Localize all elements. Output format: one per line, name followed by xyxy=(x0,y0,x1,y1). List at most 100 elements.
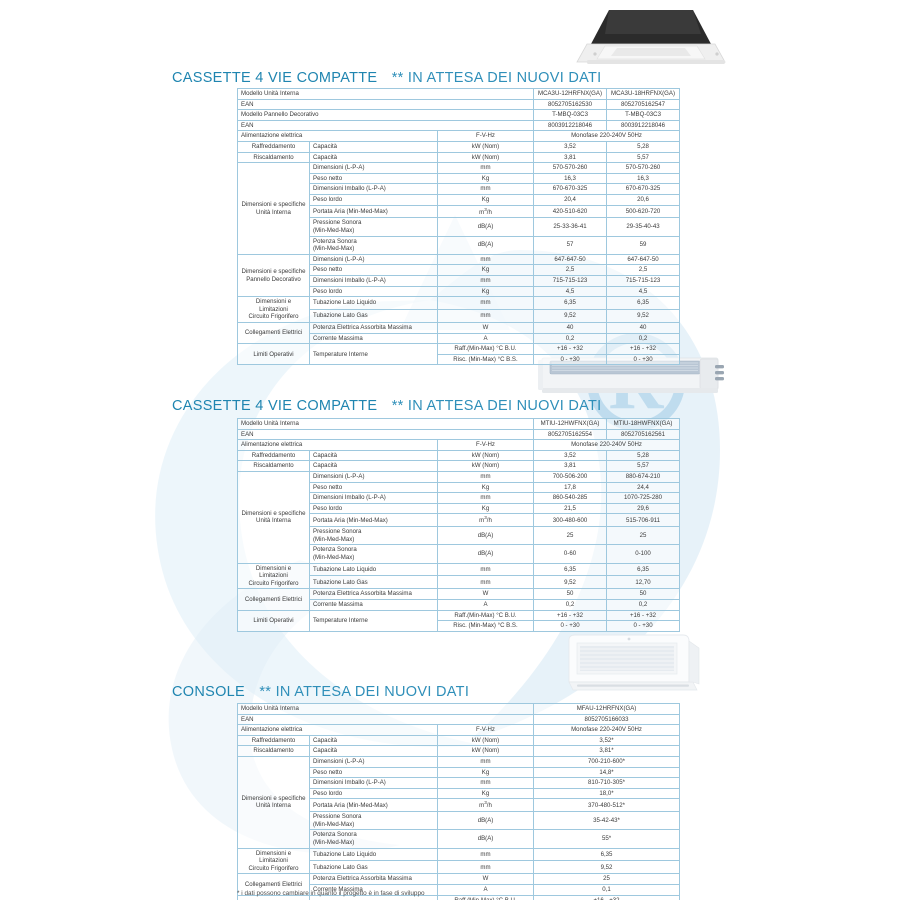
row-label: Capacità xyxy=(309,141,438,153)
row-value: 14,8* xyxy=(533,766,681,779)
table-row: Peso lordo Kg 20,4 20,6 xyxy=(238,194,681,206)
table-row: EAN 8052705162530 8052705162547 xyxy=(236,98,681,111)
row-value-18: 6,35 xyxy=(606,296,681,311)
row-value-12: 4,5 xyxy=(533,285,608,298)
row-label: Pressione Sonora (Min-Med-Max) xyxy=(309,217,438,237)
row-label: Tubazione Lato Liquido xyxy=(309,296,438,311)
row-unit: dB(A) xyxy=(436,235,535,255)
row-label: Modello Unità Interna xyxy=(236,418,535,430)
row-label: Alimentazione elettrica xyxy=(237,130,438,143)
row-label: Potenza Sonora (Min-Med-Max) xyxy=(309,829,438,849)
row-value-12: 20,4 xyxy=(533,194,608,206)
row-label: Alimentazione elettrica xyxy=(237,724,438,736)
row-unit: mm xyxy=(436,296,535,311)
row-value: MFAU-12HRFNX(GA) xyxy=(533,703,681,715)
row-label: Dimensioni (L-P-A) xyxy=(309,162,438,174)
ceiling-cassette-unit-image xyxy=(576,10,726,64)
row-group: Riscaldamento xyxy=(237,745,310,758)
row-value-12: 670-670-325 xyxy=(533,183,608,196)
row-value-12: 6,35 xyxy=(533,562,608,577)
row-label: Alimentazione elettrica xyxy=(237,439,438,451)
row-unit: mm xyxy=(436,756,535,768)
row-label: Tubazione Lato Gas xyxy=(309,575,438,590)
row-unit: mm xyxy=(436,162,535,174)
row-label: Peso netto xyxy=(309,766,438,779)
table-row: Limiti Operativi Temperature Interne Raf… xyxy=(237,609,681,632)
row-unit: mm xyxy=(436,777,535,789)
row-label: Peso netto xyxy=(309,481,438,494)
row-value-12: 9,52 xyxy=(533,575,608,590)
row-value-12: +16 - +32 xyxy=(533,609,608,622)
row-unit: mm xyxy=(436,471,535,483)
table-row: Raffreddamento Capacità kW (Nom) 3,52 5,… xyxy=(237,449,681,462)
row-label: Modello Unità Interna xyxy=(236,703,535,715)
table-row: Potenza Sonora (Min-Med-Max) dB(A) 55* xyxy=(238,829,681,849)
row-unit: Risc. (Min-Max) °C B.S. xyxy=(436,620,535,632)
row-unit: Raff.(Min-Max) °C B.U. xyxy=(436,609,535,622)
row-group-unita-interna: Dimensioni e specifiche Unità Interna xyxy=(237,471,310,564)
row-unit: Raff.(Min-Max) °C B.U. xyxy=(436,343,535,355)
row-unit: dB(A) xyxy=(436,544,535,564)
row-value: 9,52 xyxy=(533,860,681,875)
row-value-12: MCA3U-12HRFNX(GA) xyxy=(533,88,608,100)
row-label: Dimensioni (L-P-A) xyxy=(309,471,438,483)
row-value-12: 25 xyxy=(533,526,608,546)
row-value-18: 40 xyxy=(606,322,681,334)
row-label: Potenza Sonora (Min-Med-Max) xyxy=(309,544,438,564)
table-row: Modello Unità Interna MTIU-12HWFNX(GA) M… xyxy=(236,418,681,430)
row-label: Portata Aria (Min-Med-Max) xyxy=(309,513,438,528)
row-unit: W xyxy=(436,588,535,600)
row-value-18: 12,70 xyxy=(606,575,681,590)
row-unit: dB(A) xyxy=(436,526,535,546)
table-row: Collegamenti Elettrici Potenza Elettrica… xyxy=(237,873,681,896)
row-value-18: 5,28 xyxy=(606,141,681,153)
row-unit: Kg xyxy=(436,285,535,298)
row-value-12: 647-647-50 xyxy=(533,253,608,266)
row-unit: F-V-Hz xyxy=(436,130,535,143)
footnote-disclaimer: * i dati possono cambiare in quanto il p… xyxy=(237,890,425,897)
row-label: Tubazione Lato Liquido xyxy=(309,847,438,862)
row-label: Dimensioni Imballo (L-P-A) xyxy=(309,275,438,287)
row-value: 700-210-600* xyxy=(533,756,681,768)
row-unit: F-V-Hz xyxy=(436,439,535,451)
row-group-pannello: Dimensioni e specifiche Pannello Decorati… xyxy=(237,253,310,298)
row-label: Peso lordo xyxy=(309,502,438,515)
row-value-18: 0,2 xyxy=(606,599,681,611)
row-unit: kW (Nom) xyxy=(436,734,535,747)
row-unit: A xyxy=(436,599,535,611)
row-label: EAN xyxy=(236,713,535,726)
section-title-canalizzabili: CASSETTE 4 VIE COMPATTE ** IN ATTESA DEI… xyxy=(172,398,602,414)
row-group: Riscaldamento xyxy=(237,151,310,164)
row-value-18: 25 xyxy=(606,526,681,546)
table-row: Alimentazione elettrica F-V-Hz Monofase … xyxy=(237,130,681,143)
section-title-sub: ** IN ATTESA DEI NUOVI DATI xyxy=(259,684,470,700)
row-unit: m3/h xyxy=(436,798,535,813)
section-title-main: CONSOLE xyxy=(172,684,246,700)
row-label: Dimensioni Imballo (L-P-A) xyxy=(309,492,438,504)
row-label: Portata Aria (Min-Med-Max) xyxy=(309,204,438,219)
row-value-18: 59 xyxy=(606,235,681,255)
row-value-18: 1070-725-280 xyxy=(606,492,681,504)
table-row: EAN 8003912218046 8003912218046 xyxy=(236,119,681,132)
table-row: Modello Unità Interna MFAU-12HRFNX(GA) xyxy=(236,703,681,715)
row-value: 55* xyxy=(533,829,681,849)
table-row: Tubazione Lato Gas mm 9,52 xyxy=(238,860,681,875)
row-unit: mm xyxy=(436,275,535,287)
row-value-12: 50 xyxy=(533,588,608,600)
row-label: Modello Unità Interna xyxy=(236,88,535,100)
row-unit: Kg xyxy=(436,481,535,494)
row-unit: W xyxy=(436,873,535,885)
table-row: Portata Aria (Min-Med-Max) m3/h 370-480-… xyxy=(238,798,681,813)
section-title-sub: ** IN ATTESA DEI NUOVI DATI xyxy=(391,398,602,414)
row-value-18: 5,28 xyxy=(606,449,681,462)
row-unit: A xyxy=(436,884,535,896)
row-unit: Kg xyxy=(436,787,535,800)
section-title-main: CASSETTE 4 VIE COMPATTE xyxy=(172,70,378,86)
row-value-12: +16 - +32 xyxy=(533,343,608,355)
row-value-12: 300-480-600 xyxy=(533,513,608,528)
row-label: Dimensioni Imballo (L-P-A) xyxy=(309,777,438,789)
table-row: Alimentazione elettrica F-V-Hz Monofase … xyxy=(237,724,681,736)
row-label: Capacità xyxy=(309,460,438,473)
row-value-18: 500-620-720 xyxy=(606,204,681,219)
row-value-18: T-MBQ-03C3 xyxy=(606,109,681,121)
